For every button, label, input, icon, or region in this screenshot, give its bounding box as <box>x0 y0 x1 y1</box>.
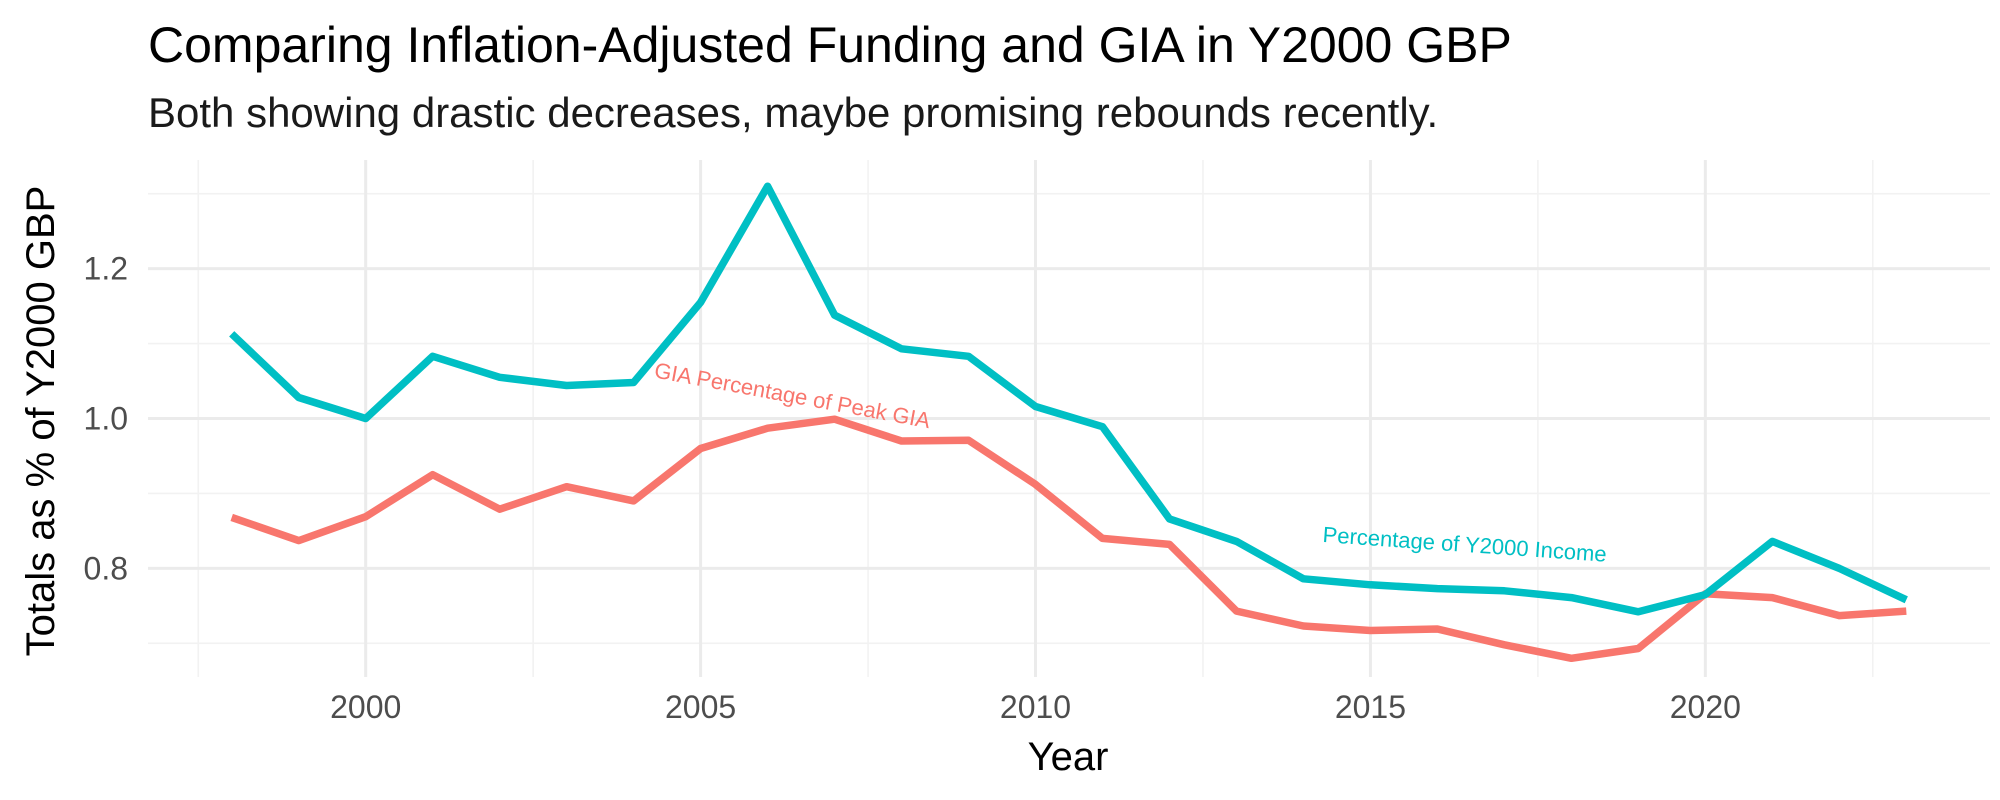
income-series-label: Percentage of Y2000 Income <box>1322 522 1608 567</box>
x-tick-label: 2000 <box>330 689 401 725</box>
chart-title: Comparing Inflation-Adjusted Funding and… <box>148 17 1512 73</box>
y-axis-title: Totals as % of Y2000 GBP <box>19 186 63 657</box>
y-tick-label: 1.0 <box>84 401 128 437</box>
series-layer <box>229 182 1908 663</box>
x-tick-label: 2010 <box>1000 689 1071 725</box>
chart-subtitle: Both showing drastic decreases, maybe pr… <box>148 89 1438 136</box>
x-tick-label: 2015 <box>1335 689 1406 725</box>
y-tick-label: 1.2 <box>84 251 128 287</box>
x-axis-title: Year <box>1028 735 1109 779</box>
axis-tick-labels: 2000 2005 2010 2015 2020 0.8 1.0 1.2 <box>84 251 1741 725</box>
y-tick-label: 0.8 <box>84 550 128 586</box>
x-tick-label: 2005 <box>665 689 736 725</box>
gia-series-line <box>230 415 1907 663</box>
income-series-line <box>229 182 1908 616</box>
x-tick-label: 2020 <box>1670 689 1741 725</box>
